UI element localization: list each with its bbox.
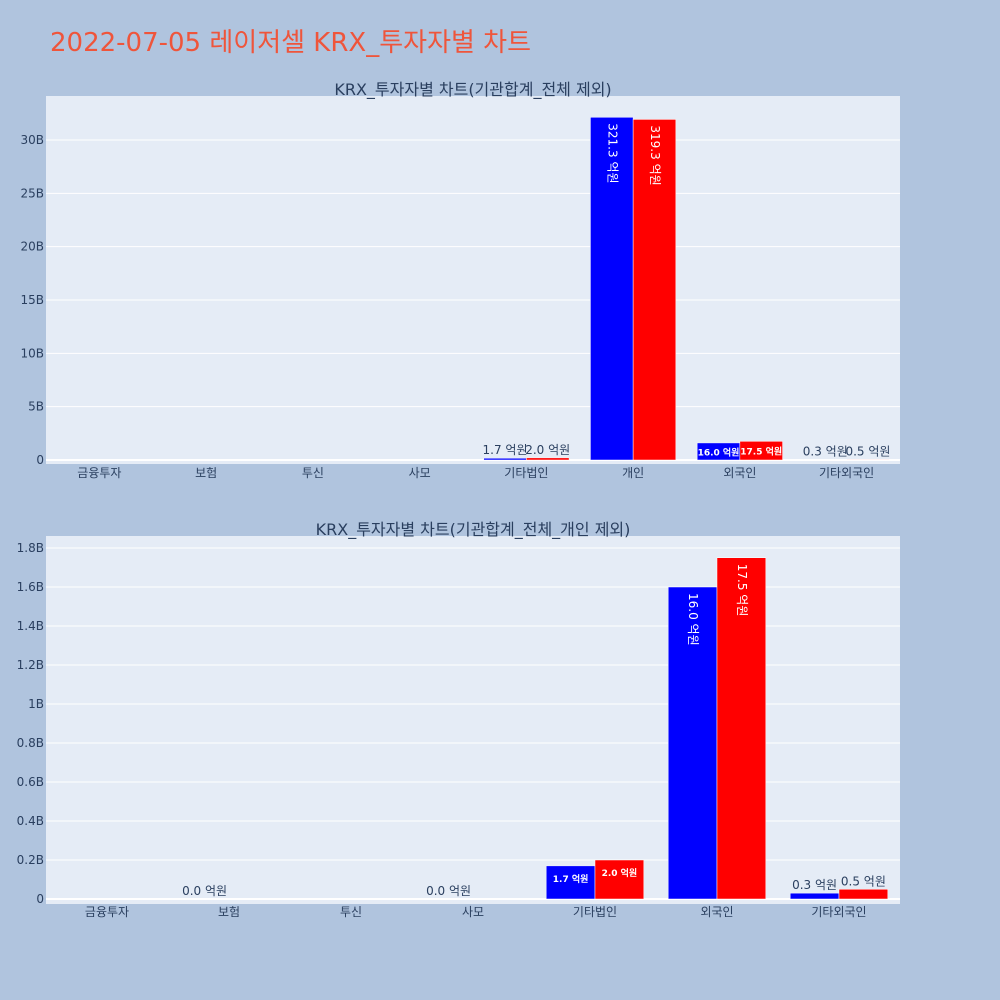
- x-tick-label: 투신: [302, 466, 324, 480]
- bar: [632, 119, 677, 461]
- bar: [838, 889, 889, 900]
- bar: [590, 117, 634, 461]
- bar-label: 1.7 억원: [553, 873, 589, 885]
- x-tick-label: 기타법인: [504, 466, 548, 480]
- bar-label: 0.0 억원: [426, 884, 471, 898]
- page-title: 2022-07-05 레이저셀 KRX_투자자별 차트: [50, 28, 532, 58]
- y-tick-label: 0.8B: [17, 736, 44, 750]
- bar-label: 17.5 억원: [740, 446, 782, 458]
- bar-label: 16.0 억원: [698, 446, 740, 458]
- y-tick-label: 15B: [20, 293, 44, 307]
- x-tick-label: 외국인: [700, 905, 733, 919]
- y-tick-label: 5B: [28, 400, 44, 414]
- bar-label: 16.0 억원: [686, 593, 700, 646]
- y-tick-label: 25B: [20, 186, 44, 200]
- chart-2: 0 0.2B 0.4B 0.6B 0.8B 1B 1.2B 1.4B 1.6B 1.8B KRX_투…: [17, 520, 900, 919]
- x-tick-label: 금융투자: [85, 905, 129, 919]
- bar: [545, 865, 596, 900]
- x-tick-label: 기타외국인: [819, 466, 874, 480]
- bar: [739, 441, 783, 461]
- bar-label: 0.0 억원: [182, 884, 227, 898]
- y-tick-label: 1B: [28, 697, 44, 711]
- y-tick-label: 0: [36, 453, 44, 467]
- bar: [846, 459, 890, 461]
- bar-label: 2.0 억원: [602, 867, 638, 879]
- x-tick-label: 외국인: [723, 466, 756, 480]
- bar-label: 1.7 억원: [483, 443, 528, 457]
- x-tick-label: 투신: [340, 905, 362, 919]
- bar-label: 319.3 억원: [648, 125, 662, 185]
- bar-label: 0.3 억원: [792, 878, 837, 892]
- x-tick-label: 기타외국인: [811, 905, 866, 919]
- bar-label: 0.3 억원: [803, 445, 848, 459]
- y-tick-label: 0.2B: [17, 853, 44, 867]
- x-tick-label: 보험: [195, 466, 217, 480]
- x-tick-label: 사모: [409, 466, 431, 480]
- bar: [526, 457, 570, 461]
- chart-1: 0 5B 10B 15B 20B 25B 30B KRX_투자자별 차트(기관합계_전체 제외…: [20, 80, 900, 480]
- plot-area: [46, 536, 900, 904]
- bar: [789, 892, 840, 900]
- bar-label: 2.0 억원: [525, 443, 570, 457]
- x-tick-label: 사모: [462, 905, 484, 919]
- y-tick-label: 1.4B: [17, 619, 44, 633]
- bar: [716, 557, 767, 900]
- x-tick-label: 보험: [218, 905, 240, 919]
- x-tick-label: 개인: [622, 466, 644, 480]
- bar-label: 0.5 억원: [841, 874, 886, 888]
- bar-label: 17.5 억원: [735, 564, 749, 617]
- bar: [667, 586, 718, 900]
- y-tick-label: 1.6B: [17, 580, 44, 594]
- y-tick-label: 1.2B: [17, 658, 44, 672]
- plot-area: [46, 96, 900, 464]
- y-tick-label: 0.6B: [17, 775, 44, 789]
- y-tick-label: 0.4B: [17, 814, 44, 828]
- chart-title: KRX_투자자별 차트(기관합계_전체_개인 제외): [316, 520, 631, 540]
- x-tick-label: 기타법인: [573, 905, 617, 919]
- y-tick-label: 1.8B: [17, 541, 44, 555]
- y-tick-label: 10B: [20, 346, 44, 360]
- chart-title: KRX_투자자별 차트(기관합계_전체 제외): [334, 80, 611, 100]
- bar-label: 0.5 억원: [845, 444, 890, 458]
- y-tick-label: 30B: [20, 133, 44, 147]
- y-tick-label: 0: [36, 892, 44, 906]
- x-tick-label: 금융투자: [77, 466, 121, 480]
- bar: [483, 457, 527, 461]
- y-tick-label: 20B: [20, 240, 44, 254]
- bar-label: 321.3 억원: [605, 123, 619, 183]
- bar: [594, 859, 645, 900]
